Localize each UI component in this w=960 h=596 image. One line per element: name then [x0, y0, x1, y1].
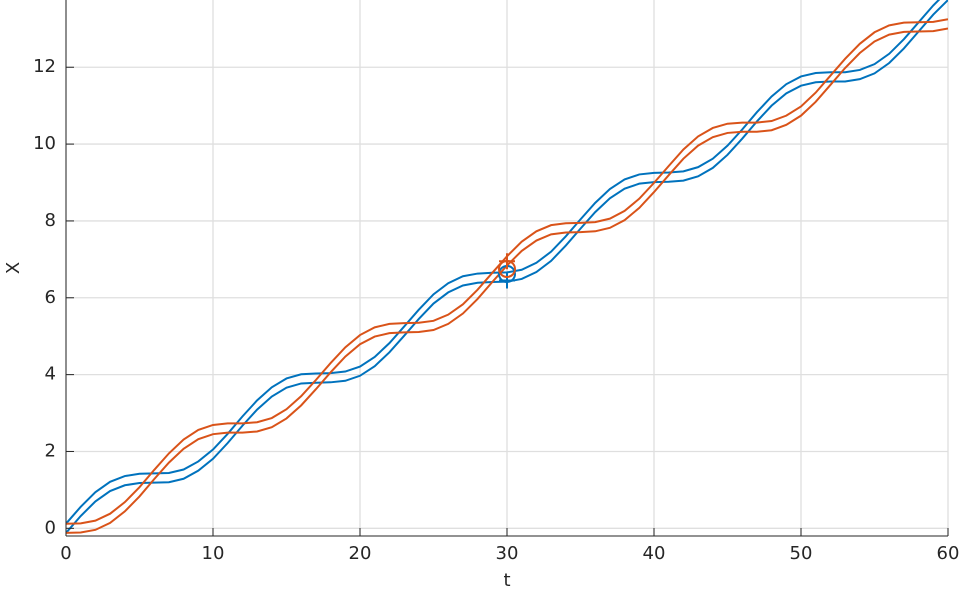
x-tick-label: 40: [643, 543, 666, 564]
y-axis-label: X: [3, 262, 24, 274]
x-tick-label: 60: [937, 543, 960, 564]
x-tick-label: 50: [790, 543, 813, 564]
x-tick-label: 10: [202, 543, 225, 564]
grid: [65, 0, 949, 536]
point-marker: [498, 259, 516, 278]
x-tick-label: 0: [60, 543, 71, 564]
y-tick-label: 6: [45, 287, 56, 308]
x-axis-label: t: [503, 570, 510, 591]
y-tick-label: 0: [45, 517, 56, 538]
y-tick-label: 4: [45, 364, 56, 385]
y-tick-label: 2: [45, 440, 56, 461]
y-tick-label: 12: [33, 56, 56, 77]
y-tick-label: 8: [45, 210, 56, 231]
ticks: 0 10 20 30 40 50 60 0 2 4 6 8 10 12: [33, 56, 959, 564]
plot-area: [66, 0, 948, 534]
x-tick-label: 30: [496, 543, 519, 564]
y-tick-label: 10: [33, 133, 56, 154]
series-line: [66, 0, 941, 525]
x-tick-label: 20: [349, 543, 372, 564]
